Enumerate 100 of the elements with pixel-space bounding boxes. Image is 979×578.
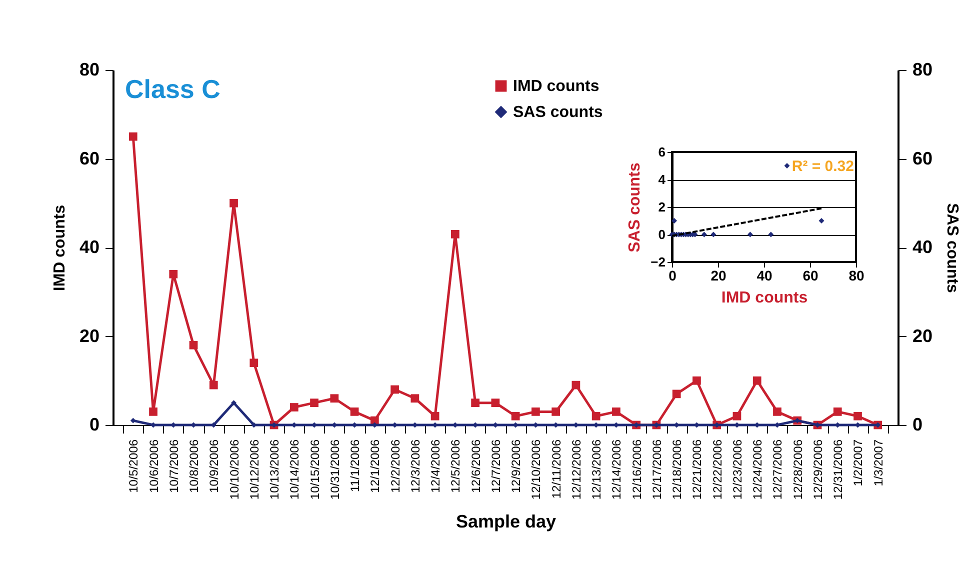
point <box>692 376 701 385</box>
point <box>231 400 237 406</box>
point <box>209 380 218 390</box>
y-tick-label: 0 <box>658 227 666 242</box>
point <box>773 408 782 416</box>
point <box>130 418 136 424</box>
x-tick-label: 12/22/2006 <box>710 439 724 500</box>
x-tick-label: 12/6/2006 <box>468 439 483 493</box>
y-tick-label: −2 <box>650 254 666 270</box>
point <box>290 403 298 412</box>
point <box>410 394 420 403</box>
point <box>491 398 500 407</box>
point <box>189 340 198 350</box>
x-tick-label: 11/1/2006 <box>348 439 362 492</box>
point <box>250 358 258 368</box>
point <box>310 398 318 407</box>
x-tick-label: 12/7/2006 <box>488 439 503 493</box>
legend-label: SAS counts <box>513 104 603 121</box>
x-tick-label: 10/6/2006 <box>146 439 161 493</box>
point <box>511 412 520 420</box>
x-tick-label: 12/29/2006 <box>810 439 825 500</box>
point <box>710 232 716 238</box>
x-tick-label: 60 <box>802 268 818 284</box>
x-tick-label: 12/31/2006 <box>831 439 846 500</box>
point <box>532 408 540 416</box>
point <box>854 412 862 420</box>
y-tick-label: 6 <box>658 144 666 160</box>
point <box>752 376 762 385</box>
point <box>330 394 339 403</box>
y-tick-label: 20 <box>79 326 100 346</box>
x-tick-label: 10/31/2006 <box>328 439 342 500</box>
y-tick-label: 2 <box>658 200 666 214</box>
y2-tick-label: 40 <box>912 237 933 257</box>
point <box>592 412 600 420</box>
x-tick-label: 12/18/2006 <box>670 439 684 500</box>
x-tick-label: 12/1/2006 <box>368 439 382 493</box>
x-tick-label: 10/10/2006 <box>227 439 242 500</box>
y2-tick-label: 20 <box>912 326 933 346</box>
x-tick-label: 12/11/2006 <box>549 439 564 499</box>
x-tick-label: 10/15/2006 <box>308 439 322 500</box>
x-tick-label: 10/14/2006 <box>288 439 302 500</box>
y2-tick-label: 60 <box>912 148 933 168</box>
x-tick-label: 12/24/2006 <box>750 439 765 500</box>
x-tick-label: 10/8/2006 <box>187 439 202 493</box>
point <box>768 232 774 238</box>
x-tick-label: 10/9/2006 <box>207 439 222 493</box>
point <box>747 232 753 238</box>
chart-title: Class C <box>125 74 221 104</box>
legend-label: IMD counts <box>513 78 600 95</box>
x-tick-label: 80 <box>848 268 864 284</box>
x-tick-label: 12/16/2006 <box>630 439 644 500</box>
point <box>350 408 359 416</box>
point <box>672 390 681 398</box>
y2-tick-label: 80 <box>912 60 933 80</box>
x-tick-label: 12/3/2006 <box>408 439 422 493</box>
point <box>572 380 580 390</box>
x-tick-label: 12/27/2006 <box>770 439 785 500</box>
x-tick-label: 10/5/2006 <box>126 439 141 493</box>
x-tick-label: 12/12/2006 <box>569 439 584 500</box>
x-tick-label: 1/2/2007 <box>851 439 866 486</box>
point <box>390 385 399 394</box>
point <box>430 412 440 420</box>
point <box>471 398 480 407</box>
y-tick-label: 4 <box>658 172 666 187</box>
x-tick-label: 10/12/2006 <box>247 439 262 500</box>
point <box>672 218 678 224</box>
y-tick-label: 60 <box>79 148 100 168</box>
point <box>701 232 707 238</box>
x-tick-label: 12/9/2006 <box>509 439 524 493</box>
x-axis-title: IMD counts <box>721 290 808 306</box>
annotation: R² = 0.32 <box>792 158 854 175</box>
x-tick-label: 12/17/2006 <box>650 439 664 500</box>
x-tick-label: 12/23/2006 <box>730 439 744 500</box>
x-tick-label: 12/13/2006 <box>590 439 604 500</box>
x-tick-label: 12/5/2006 <box>448 439 463 493</box>
y-tick-label: 40 <box>79 237 100 257</box>
x-tick-label: 20 <box>710 268 726 284</box>
x-tick-label: 10/13/2006 <box>268 439 282 500</box>
x-axis-title: Sample day <box>456 512 556 532</box>
y-axis-title: SAS counts <box>626 162 644 252</box>
x-tick-label: 12/2/2006 <box>388 439 402 493</box>
x-tick-label: 12/14/2006 <box>610 439 624 500</box>
x-tick-label: 1/3/2007 <box>871 439 886 486</box>
point <box>450 230 460 238</box>
x-tick-label: 12/4/2006 <box>428 439 443 493</box>
y-tick-label: 80 <box>79 60 100 80</box>
x-tick-label: 10/7/2006 <box>166 439 181 493</box>
y2-tick-label: 0 <box>912 414 923 434</box>
x-tick-label: 0 <box>668 268 677 284</box>
point <box>732 412 742 420</box>
y-axis-title: IMD counts <box>51 204 68 292</box>
y-tick-label: 0 <box>89 414 100 434</box>
x-tick-label: 40 <box>756 268 772 284</box>
x-tick-label: 12/28/2006 <box>790 439 805 500</box>
y2-axis-title: SAS counts <box>944 203 961 293</box>
x-tick-label: 12/10/2006 <box>529 439 544 500</box>
point <box>169 270 178 278</box>
x-tick-label: 12/21/2006 <box>690 439 704 500</box>
point <box>552 408 560 416</box>
point <box>612 408 620 416</box>
